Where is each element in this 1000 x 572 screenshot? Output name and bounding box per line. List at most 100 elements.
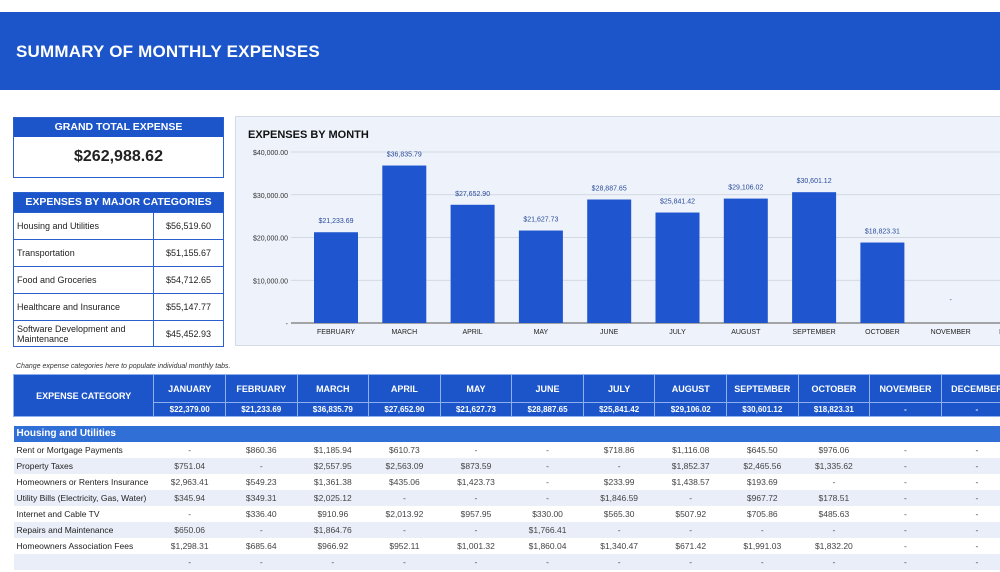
expense-cell[interactable]: - bbox=[798, 521, 870, 538]
expense-cell[interactable]: $233.99 bbox=[603, 476, 635, 487]
expense-cell[interactable]: $435.06 bbox=[389, 476, 420, 487]
expense-cell[interactable]: $610.73 bbox=[389, 444, 420, 455]
expense-cell[interactable]: - bbox=[546, 444, 549, 455]
expense-cell[interactable]: - bbox=[941, 521, 1000, 538]
expense-cell[interactable]: $1,001.32 bbox=[457, 540, 495, 551]
expense-cell[interactable]: - bbox=[368, 489, 441, 506]
expense-name[interactable]: Homeowners or Renters Insurance bbox=[16, 476, 149, 487]
expense-cell[interactable]: $2,563.09 bbox=[368, 457, 441, 474]
expense-cell[interactable]: $910.96 bbox=[317, 508, 349, 519]
expense-cell[interactable]: - bbox=[904, 476, 907, 487]
expense-cell[interactable]: $2,557.95 bbox=[297, 457, 369, 474]
expense-cell[interactable]: - bbox=[869, 457, 942, 474]
expense-cell[interactable]: $565.30 bbox=[603, 508, 635, 519]
expense-cell[interactable]: - bbox=[546, 476, 549, 487]
expense-cell[interactable]: - bbox=[941, 489, 1000, 506]
expense-cell[interactable]: - bbox=[188, 444, 192, 455]
expense-cell[interactable]: $1,116.08 bbox=[672, 444, 710, 455]
expense-cell[interactable]: - bbox=[297, 553, 369, 570]
expense-cell[interactable]: $2,025.12 bbox=[297, 489, 369, 506]
expense-cell[interactable]: - bbox=[832, 476, 836, 487]
expense-cell[interactable]: $178.51 bbox=[798, 489, 870, 506]
expense-cell[interactable]: - bbox=[225, 553, 298, 570]
expense-name[interactable]: Rent or Mortgage Payments bbox=[16, 444, 123, 455]
expense-cell[interactable]: - bbox=[904, 444, 907, 455]
expense-cell[interactable]: - bbox=[904, 508, 907, 519]
expense-cell[interactable]: - bbox=[941, 553, 1000, 570]
expense-cell[interactable]: $1,340.47 bbox=[600, 540, 639, 551]
expense-cell[interactable]: $645.50 bbox=[746, 444, 778, 455]
expense-cell[interactable]: $193.69 bbox=[746, 476, 778, 487]
expense-cell[interactable]: $685.64 bbox=[245, 540, 277, 551]
expense-cell[interactable]: $967.72 bbox=[726, 489, 799, 506]
expense-cell[interactable]: $705.86 bbox=[746, 508, 778, 519]
expense-cell[interactable]: $330.00 bbox=[532, 508, 563, 519]
expense-cell[interactable]: $2,013.92 bbox=[385, 508, 424, 519]
expense-cell[interactable]: $1,991.03 bbox=[743, 540, 782, 551]
expense-cell[interactable]: - bbox=[654, 553, 727, 570]
expense-cell[interactable]: $671.42 bbox=[675, 540, 707, 551]
expense-name[interactable]: Utility Bills (Electricity, Gas, Water) bbox=[13, 489, 154, 506]
expense-cell[interactable]: - bbox=[583, 553, 655, 570]
expense-cell[interactable]: - bbox=[225, 457, 298, 474]
expense-cell[interactable]: - bbox=[583, 457, 655, 474]
expense-cell[interactable]: - bbox=[153, 553, 226, 570]
expense-cell[interactable]: - bbox=[975, 508, 979, 519]
expense-cell[interactable]: $952.11 bbox=[389, 540, 420, 551]
expense-cell[interactable]: $1,298.31 bbox=[170, 540, 209, 551]
expense-cell[interactable]: - bbox=[368, 553, 441, 570]
expense-cell[interactable]: $1,335.62 bbox=[798, 457, 870, 474]
expense-cell[interactable]: $507.92 bbox=[675, 508, 707, 519]
expense-name[interactable]: Homeowners Association Fees bbox=[16, 540, 134, 551]
expense-cell[interactable]: $957.95 bbox=[460, 508, 492, 519]
expense-cell[interactable]: $2,465.56 bbox=[726, 457, 799, 474]
expense-cell[interactable]: - bbox=[869, 521, 942, 538]
expense-cell[interactable]: - bbox=[798, 553, 870, 570]
expense-name[interactable]: Internet and Cable TV bbox=[16, 508, 100, 519]
expense-cell[interactable]: - bbox=[225, 521, 298, 538]
expense-cell[interactable]: - bbox=[869, 489, 942, 506]
expense-name[interactable]: Repairs and Maintenance bbox=[13, 521, 154, 538]
expense-cell[interactable]: $1,860.04 bbox=[528, 540, 567, 551]
expense-name[interactable] bbox=[13, 553, 154, 570]
expense-cell[interactable]: - bbox=[904, 540, 907, 551]
expense-cell[interactable]: - bbox=[440, 489, 512, 506]
expense-cell[interactable]: - bbox=[941, 457, 1000, 474]
expense-cell[interactable]: - bbox=[654, 489, 727, 506]
expense-cell[interactable]: - bbox=[726, 553, 799, 570]
expense-cell[interactable]: $860.36 bbox=[245, 444, 277, 455]
expense-cell[interactable]: $485.63 bbox=[818, 508, 850, 519]
expense-cell[interactable]: $976.06 bbox=[818, 444, 850, 455]
expense-cell[interactable]: - bbox=[511, 457, 584, 474]
expense-cell[interactable]: - bbox=[440, 553, 512, 570]
expense-cell[interactable]: - bbox=[474, 444, 478, 455]
expense-cell[interactable]: $1,864.76 bbox=[297, 521, 369, 538]
expense-cell[interactable]: $2,963.41 bbox=[170, 476, 209, 487]
expense-cell[interactable]: $1,185.94 bbox=[313, 444, 352, 455]
expense-cell[interactable]: - bbox=[368, 521, 441, 538]
expense-cell[interactable]: - bbox=[726, 521, 799, 538]
expense-cell[interactable]: - bbox=[511, 553, 584, 570]
expense-cell[interactable]: - bbox=[188, 508, 192, 519]
expense-cell[interactable]: $1,423.73 bbox=[457, 476, 495, 487]
expense-cell[interactable]: $549.23 bbox=[245, 476, 277, 487]
expense-cell[interactable]: - bbox=[975, 540, 979, 551]
expense-cell[interactable]: $966.92 bbox=[317, 540, 349, 551]
expense-cell[interactable]: $1,846.59 bbox=[583, 489, 655, 506]
expense-cell[interactable]: - bbox=[975, 476, 979, 487]
expense-cell[interactable]: - bbox=[654, 521, 727, 538]
expense-cell[interactable]: $650.06 bbox=[153, 521, 226, 538]
expense-cell[interactable]: $345.94 bbox=[153, 489, 226, 506]
expense-cell[interactable]: $336.40 bbox=[245, 508, 277, 519]
expense-cell[interactable]: - bbox=[511, 489, 584, 506]
expense-cell[interactable]: $1,832.20 bbox=[814, 540, 853, 551]
expense-cell[interactable]: $718.86 bbox=[603, 444, 635, 455]
expense-name[interactable]: Property Taxes bbox=[13, 457, 154, 474]
expense-cell[interactable]: $1,766.41 bbox=[511, 521, 584, 538]
expense-cell[interactable]: - bbox=[440, 521, 512, 538]
expense-cell[interactable]: - bbox=[975, 444, 979, 455]
expense-cell[interactable]: $751.04 bbox=[153, 457, 226, 474]
expense-cell[interactable]: $1,361.38 bbox=[313, 476, 352, 487]
expense-cell[interactable]: $1,438.57 bbox=[671, 476, 710, 487]
expense-cell[interactable]: $1,852.37 bbox=[654, 457, 727, 474]
